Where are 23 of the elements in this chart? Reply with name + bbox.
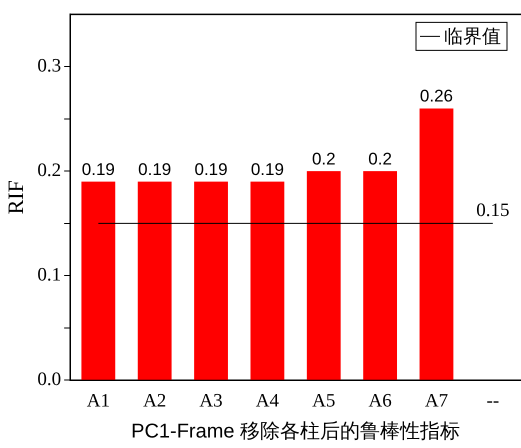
x-tick-label: -- — [486, 390, 500, 412]
legend-label: 临界值 — [444, 26, 501, 48]
y-tick-label: 0.2 — [37, 160, 62, 182]
data-label: 0.19 — [82, 160, 115, 179]
x-tick-label: A4 — [256, 390, 280, 412]
x-tick-label: A3 — [199, 390, 223, 412]
x-tick-label: A7 — [424, 390, 448, 412]
data-label: 0.19 — [138, 160, 172, 179]
x-axis-title: PC1-Frame 移除各柱后的鲁棒性指标 — [131, 420, 460, 443]
data-label: 0.15 — [476, 200, 510, 221]
y-axis-title: RIF — [2, 180, 28, 214]
x-tick-label: A6 — [368, 390, 392, 412]
data-label: 0.19 — [194, 160, 228, 179]
x-tick-label: A5 — [312, 390, 336, 412]
y-tick-label: 0.1 — [37, 264, 62, 286]
x-tick-label: A2 — [143, 390, 166, 412]
x-tick-label: A1 — [86, 390, 110, 412]
data-label: 0.26 — [420, 86, 454, 106]
data-label: 0.2 — [312, 149, 336, 168]
data-label: 0.2 — [368, 149, 392, 168]
data-label: 0.19 — [250, 160, 284, 179]
y-tick-label: 0.3 — [37, 56, 62, 77]
y-tick-label: 0.0 — [37, 369, 62, 390]
